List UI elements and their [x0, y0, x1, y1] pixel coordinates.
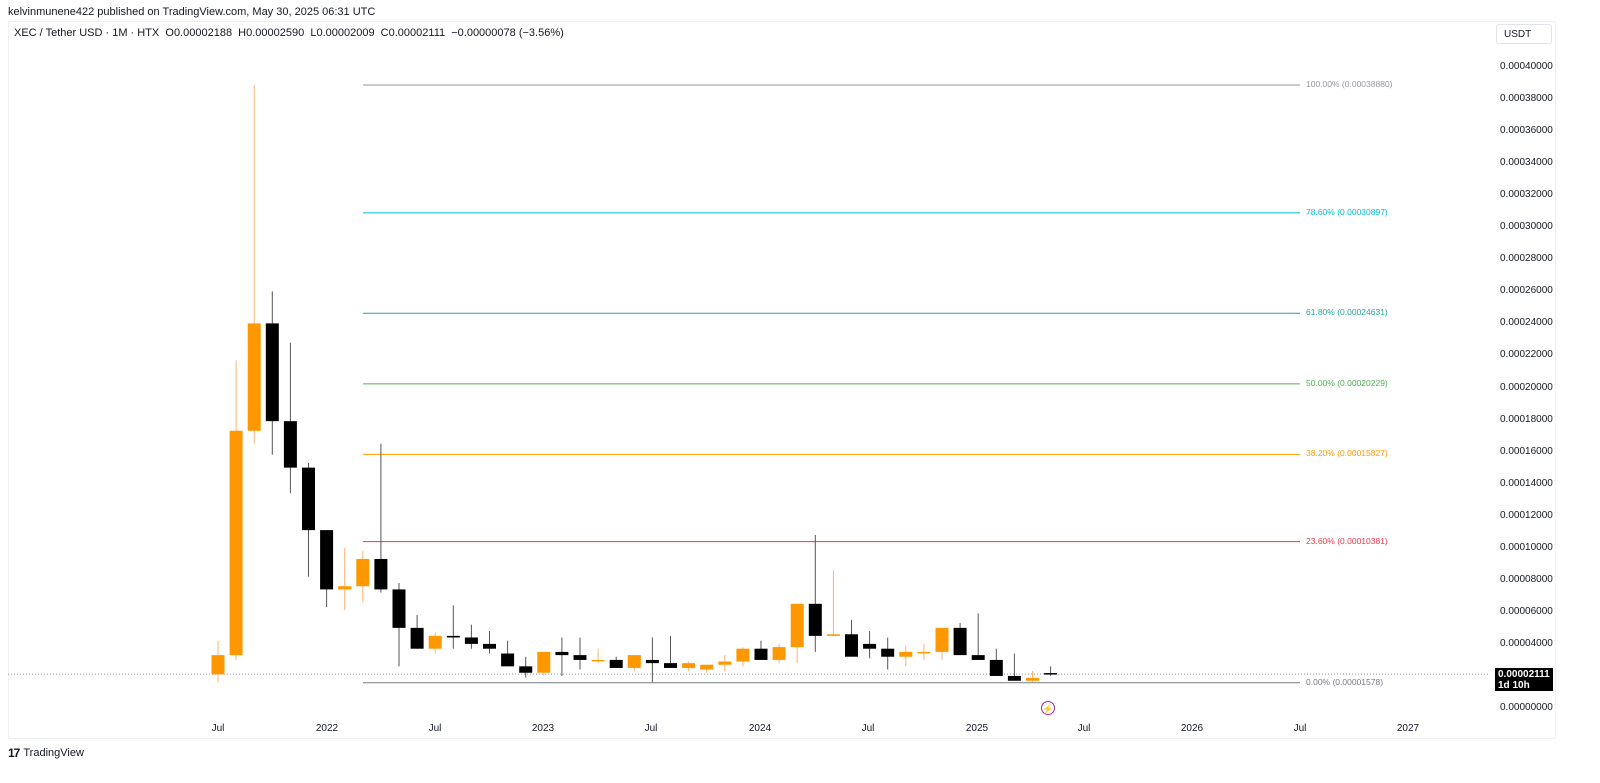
candle[interactable] [537, 651, 551, 676]
price-tick: 0.00010000 [1500, 541, 1553, 553]
candle[interactable] [356, 550, 370, 603]
candle[interactable] [863, 631, 877, 659]
lightning-icon[interactable]: ⚡ [1041, 701, 1055, 715]
candle[interactable] [464, 624, 478, 649]
last-price-tag: 0.00002111 1d 10h [1495, 668, 1553, 691]
price-tick: 0.00020000 [1500, 381, 1553, 393]
candle[interactable] [718, 655, 732, 672]
fib-level-label: 0.00% (0.00001578) [1306, 676, 1384, 687]
candle[interactable] [446, 605, 460, 649]
candle[interactable] [573, 637, 587, 670]
price-tick: 0.00024000 [1500, 317, 1553, 329]
currency-button[interactable]: USDT [1496, 24, 1552, 44]
candle[interactable] [953, 623, 967, 656]
price-tick: 0.00030000 [1500, 221, 1553, 233]
candle[interactable] [428, 632, 442, 654]
symbol-legend: XEC / Tether USD · 1M · HTX O0.00002188 … [14, 27, 564, 39]
time-tick: 2022 [315, 723, 339, 734]
price-tick: 0.00004000 [1500, 637, 1553, 649]
candle[interactable] [247, 84, 261, 444]
fib-level-label: 78.60% (0.00030897) [1306, 206, 1388, 217]
price-tick: 0.00006000 [1500, 605, 1553, 617]
price-tick: 0.00034000 [1500, 157, 1553, 169]
candle[interactable] [917, 643, 931, 660]
candle[interactable] [790, 603, 804, 664]
price-tick: 0.00026000 [1500, 285, 1553, 297]
chart-frame[interactable] [8, 21, 1556, 739]
price-tick: 0.00016000 [1500, 445, 1553, 457]
candle[interactable] [302, 462, 315, 577]
last-price-value: 0.00002111 [1498, 669, 1550, 680]
candle[interactable] [392, 583, 406, 667]
candle[interactable] [736, 647, 750, 667]
candle[interactable] [1007, 653, 1021, 681]
brand-name: TradingView [23, 747, 84, 759]
candle[interactable] [645, 637, 659, 683]
candle[interactable] [338, 547, 352, 611]
candle[interactable] [1026, 671, 1039, 683]
candle[interactable] [591, 648, 605, 664]
candle[interactable] [410, 615, 424, 649]
fib-level-label: 50.00% (0.00020229) [1306, 377, 1388, 388]
time-tick: 2027 [1396, 723, 1420, 734]
fib-level-label: 61.80% (0.00024631) [1306, 307, 1388, 318]
price-tick: 0.00012000 [1500, 509, 1553, 521]
price-tick: 0.00036000 [1500, 125, 1553, 137]
candle[interactable] [935, 627, 949, 660]
candle[interactable] [899, 645, 913, 667]
candle[interactable] [211, 640, 225, 683]
candle[interactable] [682, 661, 696, 672]
candle[interactable] [845, 619, 858, 657]
candle[interactable] [772, 643, 786, 664]
price-tick: 0.00000000 [1500, 702, 1553, 713]
price-tick: 0.00028000 [1500, 253, 1553, 265]
candlestick-chart[interactable] [0, 0, 1490, 720]
candle[interactable] [320, 530, 334, 608]
fib-level-label: 38.20% (0.00015827) [1306, 448, 1388, 459]
fib-level-label: 23.60% (0.00010381) [1306, 535, 1388, 546]
time-tick: Jul [644, 723, 658, 734]
candle[interactable] [1044, 666, 1058, 676]
candle[interactable] [664, 635, 677, 668]
candle[interactable] [519, 656, 533, 678]
time-tick: 2023 [531, 723, 555, 734]
candle[interactable] [627, 655, 641, 672]
candle[interactable] [808, 534, 822, 652]
time-tick: Jul [428, 723, 442, 734]
price-tick: 0.00022000 [1500, 349, 1553, 361]
candle[interactable] [881, 637, 895, 670]
candle[interactable] [483, 631, 496, 654]
candle[interactable] [754, 640, 768, 660]
bar-countdown: 1d 10h [1498, 680, 1530, 691]
price-tick: 0.00008000 [1500, 573, 1553, 585]
tradingview-brand[interactable]: 17 TradingView [8, 746, 84, 760]
candle[interactable] [989, 648, 1003, 676]
candle[interactable] [374, 443, 388, 593]
price-tick: 0.00014000 [1500, 477, 1553, 489]
candle[interactable] [501, 640, 515, 667]
tradingview-logo-icon: 17 [8, 746, 20, 760]
candle[interactable] [700, 664, 714, 673]
time-tick: Jul [861, 723, 875, 734]
candle[interactable] [555, 637, 569, 676]
candle[interactable] [826, 570, 840, 636]
candle[interactable] [971, 613, 985, 660]
time-tick: 2025 [965, 723, 989, 734]
time-tick: 2024 [748, 723, 772, 734]
candle[interactable] [609, 656, 623, 668]
price-tick: 0.00032000 [1500, 189, 1553, 201]
price-tick: 0.00038000 [1500, 93, 1553, 105]
candle[interactable] [283, 342, 297, 494]
candle[interactable] [229, 360, 243, 660]
time-tick: Jul [211, 723, 225, 734]
fib-level-label: 100.00% (0.00038880) [1306, 78, 1393, 89]
published-line: kelvinmunene422 published on TradingView… [8, 6, 376, 18]
price-tick: 0.00040000 [1500, 61, 1553, 72]
time-tick: 2026 [1180, 723, 1204, 734]
time-tick: Jul [1077, 723, 1091, 734]
candle[interactable] [265, 291, 279, 455]
time-tick: Jul [1293, 723, 1307, 734]
price-tick: 0.00018000 [1500, 413, 1553, 425]
